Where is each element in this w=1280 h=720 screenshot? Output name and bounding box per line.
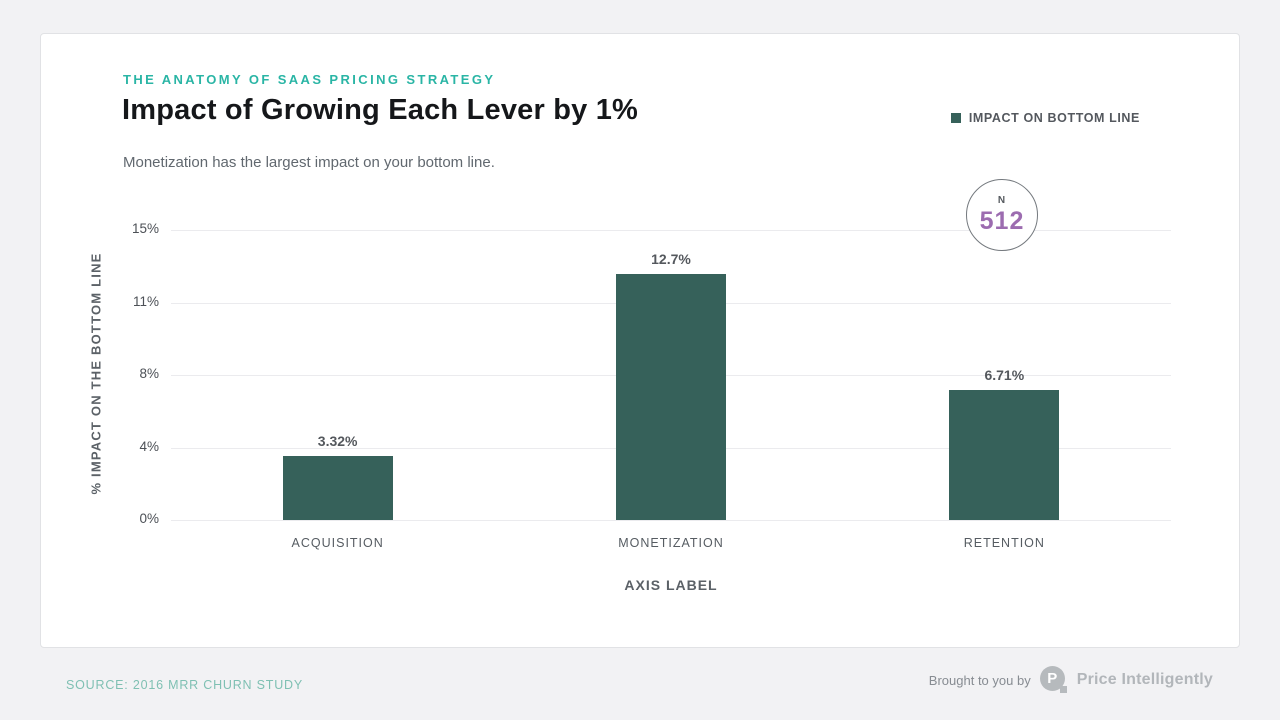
bar-value-label: 6.71% <box>984 367 1025 384</box>
y-axis-title: % IMPACT ON THE BOTTOM LINE <box>88 252 104 495</box>
source-note: SOURCE: 2016 MRR CHURN STUDY <box>66 678 304 692</box>
sample-size-value: 512 <box>979 206 1025 235</box>
chart-subtitle: Monetization has the largest impact on y… <box>123 154 495 171</box>
brand-name: Price Intelligently <box>1076 671 1213 688</box>
bar-value-label: 3.32% <box>317 432 358 449</box>
x-category-label: ACQUISITION <box>291 536 384 550</box>
y-tick-label: 11% <box>132 293 159 309</box>
x-axis-title: AXIS LABEL <box>624 577 718 593</box>
chart-card: THE ANATOMY OF SAAS PRICING STRATEGY Imp… <box>40 33 1240 648</box>
gridline <box>171 520 1171 521</box>
y-tick-label: 15% <box>131 221 159 236</box>
page-title: Impact of Growing Each Lever by 1% <box>122 94 639 126</box>
footer-branding: Brought to you by P Price Intelligently <box>929 666 1213 694</box>
sample-size-badge: N 512 <box>966 179 1038 251</box>
bar <box>616 274 726 520</box>
plot-area: 0% 4% 8% 11% 15% 3.32% ACQUISITION 12.7% MONETIZ… <box>41 34 1241 649</box>
brought-by-label: Brought to you by <box>928 672 1031 688</box>
y-tick-label: 8% <box>139 366 159 381</box>
y-tick-label: 0% <box>139 511 159 526</box>
legend: IMPACT ON BOTTOM LINE <box>950 111 1140 125</box>
legend-label: IMPACT ON BOTTOM LINE <box>968 111 1140 125</box>
legend-swatch-icon <box>950 113 961 123</box>
bar-value-label: 12.7% <box>651 251 691 268</box>
price-intelligently-logo-icon: P <box>1039 666 1068 694</box>
y-tick-label: 4% <box>139 438 159 454</box>
gridline <box>171 230 1171 231</box>
x-category-label: RETENTION <box>963 536 1045 550</box>
x-category-label: MONETIZATION <box>618 536 724 550</box>
sample-size-prefix: N <box>997 194 1007 206</box>
bar <box>949 390 1060 520</box>
bar <box>282 455 393 520</box>
kicker: THE ANATOMY OF SAAS PRICING STRATEGY <box>123 72 496 87</box>
